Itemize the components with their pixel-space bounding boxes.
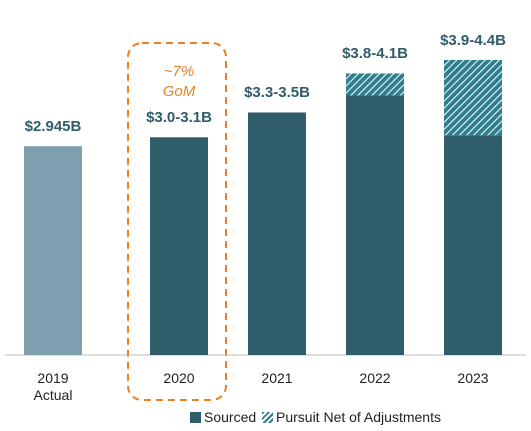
bar-segment [150,137,208,355]
bar-label: $3.9-4.4B [440,32,506,49]
annotation: ~7% GoM [162,63,196,100]
legend-item: Sourced [190,409,256,425]
bar-segment [346,95,404,356]
x-tick-label: 2021 [261,370,293,386]
bar-segment [444,60,502,136]
legend-item: Pursuit Net of Adjustments [262,409,441,425]
bar-label: $3.3-3.5B [244,84,310,102]
x-tick-label: 2020 [163,370,195,386]
legend-label: Pursuit Net of Adjustments [276,409,441,425]
bar-label: $2.945B [24,118,82,136]
highlight-box [127,42,227,401]
bar-label: $3.0-3.1B [146,109,212,127]
bar-label: $3.8-4.1B [342,45,408,63]
bar-segment [248,112,306,356]
legend-swatch [262,411,273,423]
bar-segment [24,146,82,355]
bar-segment [346,73,404,96]
x-tick-label: 2023 [457,370,489,386]
bar-segment [444,135,502,355]
legend-swatch [190,411,201,423]
x-tick-label: 2019 Actual [33,370,73,403]
legend-label: Sourced [204,409,257,425]
x-tick-label: 2022 [359,370,391,386]
